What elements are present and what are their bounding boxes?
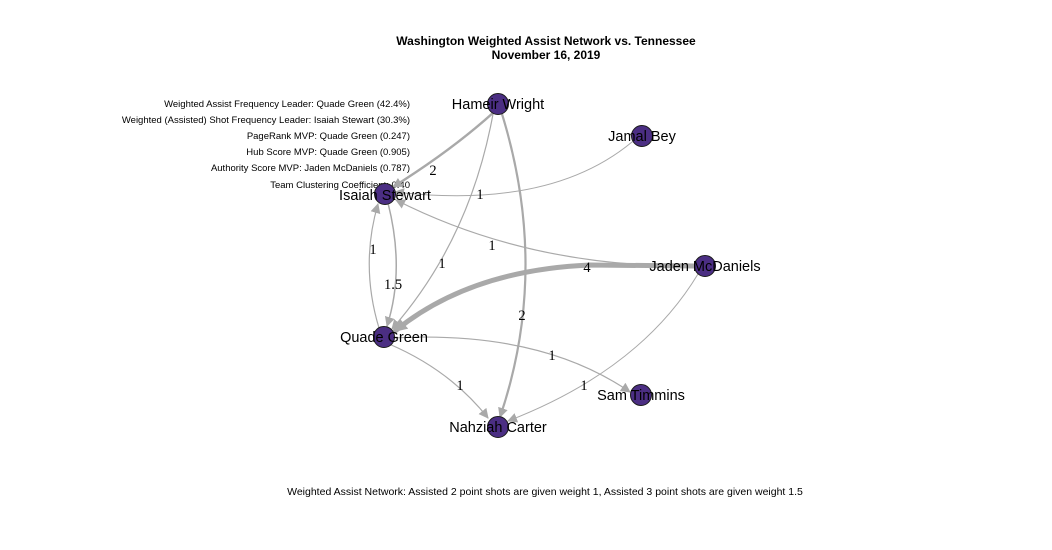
node-labels: Hameir Wright Jamal Bey Isaiah Stewart J… [339,97,761,436]
edge-labels: 2 1 2 1 1 4 1 1.5 1 1 1 [369,163,591,394]
edge-quade-to-nahziah [388,343,489,419]
node-hameir-wright [487,93,509,115]
nodes [373,93,716,438]
edge-isaiah-to-quade [384,202,397,327]
node-label-nahziah-carter: Nahziah Carter [449,420,547,436]
node-label-isaiah-stewart: Isaiah Stewart [339,188,431,204]
stat-shot-frequency-leader: Weighted (Assisted) Shot Frequency Leade… [122,115,410,126]
edge-label-jamal-isaiah: 1 [476,187,483,203]
node-quade-green [373,326,395,348]
edge-quade-to-sam [391,336,631,393]
node-label-jaden-mcdaniels: Jaden McDaniels [649,259,760,275]
node-nahziah-carter [487,416,509,438]
chart-title: Washington Weighted Assist Network vs. T… [396,34,696,48]
node-isaiah-stewart [374,183,396,205]
edge-label-quade-isaiah: 1 [369,242,376,258]
edge-label-hameir-isaiah: 2 [429,163,436,179]
chart-subtitle-date: November 16, 2019 [492,48,601,62]
edge-hameir-to-quade [391,113,494,330]
stats-block: Weighted Assist Frequency Leader: Quade … [122,99,410,191]
stat-clustering-coefficient: Team Clustering Coefficient: 0.40 [270,180,410,191]
network-caption: Weighted Assist Network: Assisted 2 poin… [287,486,803,498]
edge-label-isaiah-quade: 1.5 [384,277,402,293]
edge-label-hameir-nahziah: 2 [518,308,525,324]
edge-label-jaden-nahziah: 1 [580,378,587,394]
edge-label-quade-sam: 1 [548,348,555,364]
node-label-sam-timmins: Sam Timmins [597,388,685,404]
node-label-jamal-bey: Jamal Bey [608,129,676,145]
edge-label-quade-nahziah: 1 [456,378,463,394]
edge-jaden-to-nahziah [507,273,699,423]
stat-pagerank-mvp: PageRank MVP: Quade Green (0.247) [247,131,410,142]
edge-jamal-to-isaiah [394,141,633,199]
node-jaden-mcdaniels [694,255,716,277]
edges [368,110,699,423]
edge-quade-to-isaiah [368,203,381,329]
node-jamal-bey [631,125,653,147]
stat-authority-score-mvp: Authority Score MVP: Jaden McDaniels (0.… [211,163,410,174]
edge-jaden-to-quade [392,262,697,334]
stat-hub-score-mvp: Hub Score MVP: Quade Green (0.905) [246,147,410,158]
edge-label-jaden-isaiah: 1 [488,238,495,254]
node-label-quade-green: Quade Green [340,330,428,346]
edge-label-hameir-quade: 1 [438,256,445,272]
stat-assist-frequency-leader: Weighted Assist Frequency Leader: Quade … [164,99,410,110]
node-sam-timmins [630,384,652,406]
edge-hameir-to-isaiah [391,110,496,189]
edge-label-jaden-quade: 4 [583,260,591,276]
node-label-hameir-wright: Hameir Wright [452,97,544,113]
edge-hameir-to-nahziah [498,112,527,419]
